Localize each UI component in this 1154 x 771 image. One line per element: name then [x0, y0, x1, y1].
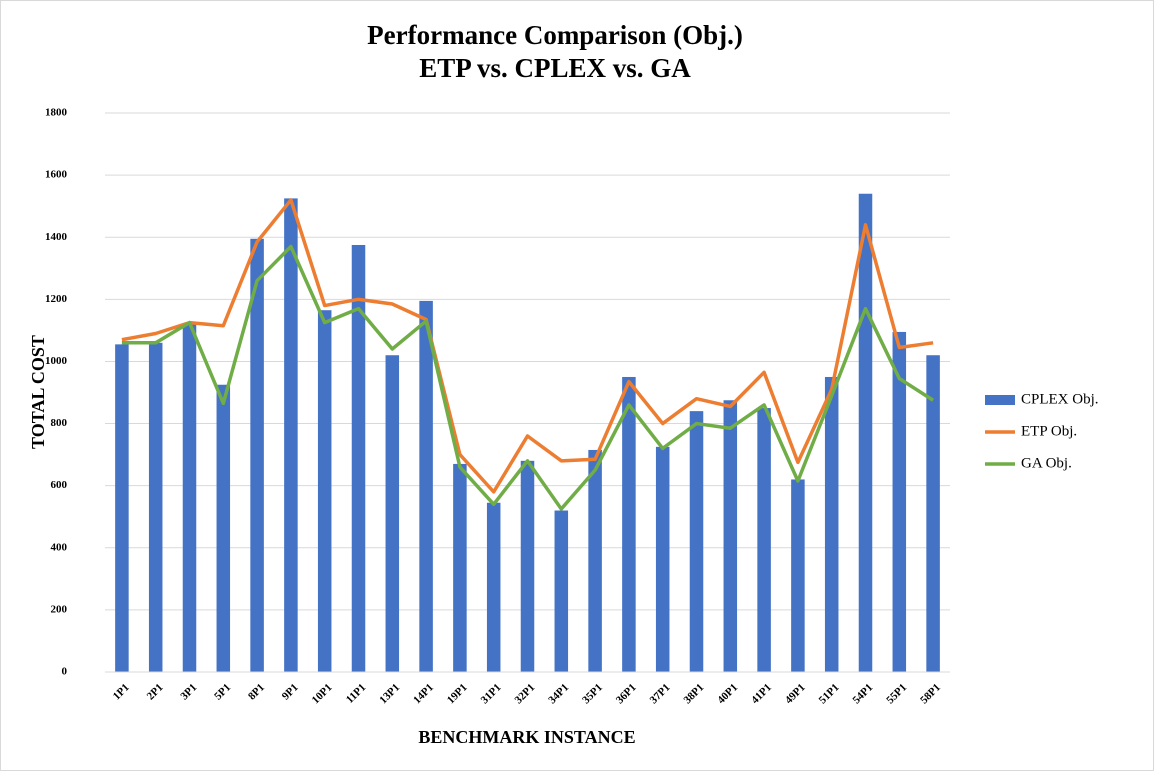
bar: [453, 463, 467, 672]
bar: [689, 411, 704, 672]
bar: [824, 376, 839, 672]
y-tick-label: 800: [51, 417, 68, 429]
x-axis-label: BENCHMARK INSTANCE: [418, 727, 635, 747]
y-tick-label: 1600: [45, 169, 68, 181]
y-tick-label: 1800: [45, 107, 68, 119]
bar: [216, 384, 231, 672]
bar: [892, 331, 907, 672]
bar: [791, 479, 805, 672]
bar: [317, 310, 332, 672]
bar: [723, 400, 738, 672]
y-tick-label: 1400: [45, 231, 68, 243]
line: [121, 244, 935, 511]
bar: [622, 376, 636, 672]
bar: [385, 355, 400, 672]
bar: [148, 342, 163, 672]
bar: [419, 300, 433, 672]
bar: [655, 446, 670, 672]
legend-label: ETP Obj.: [1021, 423, 1077, 439]
y-tick-label: 1000: [45, 355, 68, 367]
bar: [757, 408, 771, 672]
bar: [182, 324, 197, 672]
bar: [284, 198, 298, 672]
chart-subtitle: ETP vs. CPLEX vs. GA: [419, 53, 691, 83]
bar: [351, 244, 366, 672]
bar: [486, 502, 501, 672]
bar: [588, 449, 602, 672]
y-tick-label: 0: [62, 666, 68, 678]
y-tick-label: 600: [51, 479, 68, 491]
y-tick-label: 400: [51, 541, 68, 553]
chart-title: Performance Comparison (Obj.): [367, 20, 743, 50]
y-tick-label: 1200: [45, 293, 68, 305]
legend-swatch: [985, 395, 1015, 405]
bar: [115, 344, 129, 672]
bar: [250, 238, 264, 672]
bar: [520, 460, 535, 672]
line: [121, 198, 934, 494]
bar: [554, 510, 569, 672]
legend-label: CPLEX Obj.: [1021, 391, 1099, 407]
bar: [926, 355, 940, 672]
y-tick-label: 200: [51, 603, 68, 615]
y-axis-label: TOTAL COST: [28, 335, 48, 449]
bar: [858, 193, 873, 672]
legend-label: GA Obj.: [1021, 455, 1072, 471]
